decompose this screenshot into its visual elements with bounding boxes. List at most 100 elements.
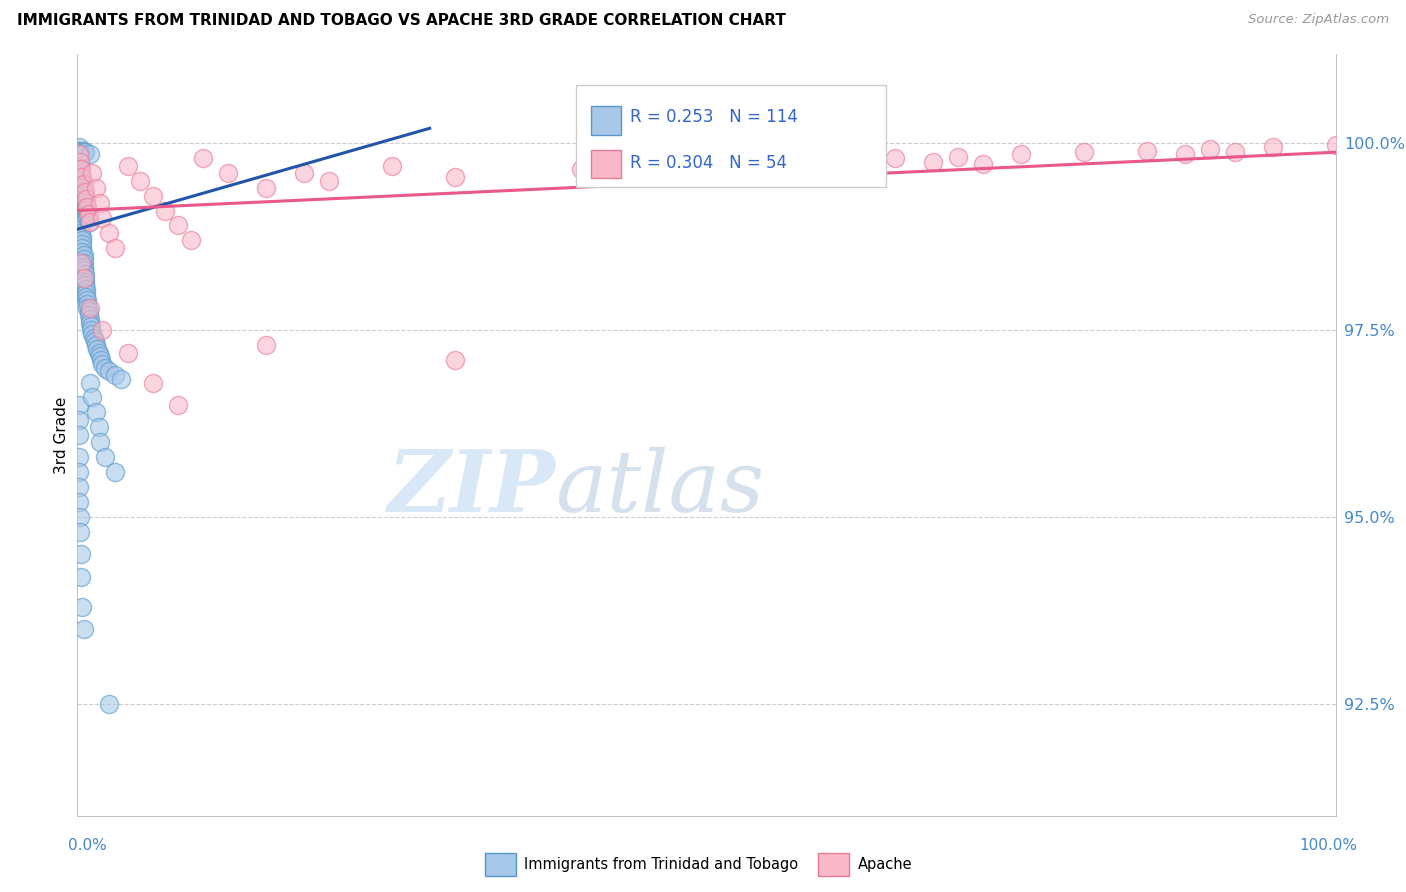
Point — [1136, 144, 1159, 158]
Point — [69, 155, 91, 169]
Point — [217, 166, 239, 180]
Point — [67, 157, 90, 171]
Point — [79, 147, 101, 161]
Point — [94, 360, 117, 375]
Point — [142, 188, 165, 202]
Point — [70, 226, 93, 240]
Point — [91, 357, 114, 371]
Point — [76, 207, 98, 221]
Point — [67, 145, 90, 160]
Point — [67, 465, 90, 479]
Point — [82, 166, 104, 180]
Point — [72, 185, 94, 199]
Point — [1324, 137, 1347, 152]
Point — [97, 226, 120, 240]
Point — [70, 256, 93, 270]
Point — [79, 312, 101, 326]
Point — [72, 181, 94, 195]
Point — [69, 188, 91, 202]
Point — [155, 203, 177, 218]
Text: IMMIGRANTS FROM TRINIDAD AND TOBAGO VS APACHE 3RD GRADE CORRELATION CHART: IMMIGRANTS FROM TRINIDAD AND TOBAGO VS A… — [17, 13, 786, 29]
Point — [84, 405, 107, 419]
Text: ZIP: ZIP — [388, 447, 555, 530]
Point — [90, 353, 112, 368]
Point — [87, 420, 110, 434]
Point — [73, 145, 96, 160]
Point — [117, 159, 139, 173]
Point — [80, 319, 103, 334]
Point — [67, 166, 90, 180]
Point — [67, 147, 90, 161]
Point — [70, 211, 93, 225]
Point — [67, 480, 90, 494]
Point — [167, 398, 190, 412]
Point — [948, 150, 970, 164]
Point — [180, 234, 202, 248]
Point — [69, 172, 91, 186]
Point — [76, 297, 98, 311]
Text: Source: ZipAtlas.com: Source: ZipAtlas.com — [1249, 13, 1389, 27]
Point — [75, 203, 97, 218]
Point — [79, 301, 101, 315]
Point — [89, 349, 111, 363]
Point — [89, 435, 111, 450]
Point — [86, 342, 108, 356]
Point — [97, 697, 120, 711]
Point — [91, 323, 114, 337]
Point — [67, 144, 90, 158]
Point — [381, 159, 404, 173]
Point — [70, 203, 93, 218]
Text: 100.0%: 100.0% — [1299, 838, 1358, 853]
Point — [70, 222, 93, 236]
Point — [75, 282, 97, 296]
Point — [69, 162, 91, 177]
Point — [72, 263, 94, 277]
Point — [72, 234, 94, 248]
Point — [69, 524, 91, 539]
Point — [77, 207, 100, 221]
Point — [69, 179, 91, 194]
Point — [142, 376, 165, 390]
Point — [444, 353, 467, 368]
Point — [972, 157, 994, 171]
Point — [75, 285, 97, 300]
Point — [69, 155, 91, 169]
Point — [67, 155, 90, 169]
Point — [73, 192, 96, 206]
Point — [167, 219, 190, 233]
Point — [72, 252, 94, 267]
Point — [1198, 142, 1220, 156]
Point — [72, 178, 94, 192]
Point — [77, 304, 100, 318]
Point — [70, 207, 93, 221]
Text: Immigrants from Trinidad and Tobago: Immigrants from Trinidad and Tobago — [524, 857, 799, 871]
Point — [72, 260, 94, 274]
Point — [254, 338, 277, 352]
Point — [73, 196, 96, 211]
Text: atlas: atlas — [555, 447, 765, 530]
Point — [69, 178, 91, 192]
Point — [104, 368, 127, 382]
Point — [73, 275, 96, 289]
Point — [80, 323, 103, 337]
Point — [72, 178, 94, 192]
Point — [75, 192, 97, 206]
Point — [67, 160, 90, 174]
Point — [70, 173, 93, 187]
Point — [67, 450, 90, 465]
Point — [70, 215, 93, 229]
Point — [72, 237, 94, 252]
Point — [69, 185, 91, 199]
Point — [73, 270, 96, 285]
Y-axis label: 3rd Grade: 3rd Grade — [53, 396, 69, 474]
Point — [569, 162, 592, 177]
Point — [70, 548, 93, 562]
Point — [67, 147, 90, 161]
Point — [72, 144, 94, 158]
Point — [72, 256, 94, 270]
Point — [91, 211, 114, 225]
Point — [73, 267, 96, 281]
Point — [73, 185, 96, 199]
Point — [696, 159, 718, 173]
Point — [72, 622, 94, 636]
